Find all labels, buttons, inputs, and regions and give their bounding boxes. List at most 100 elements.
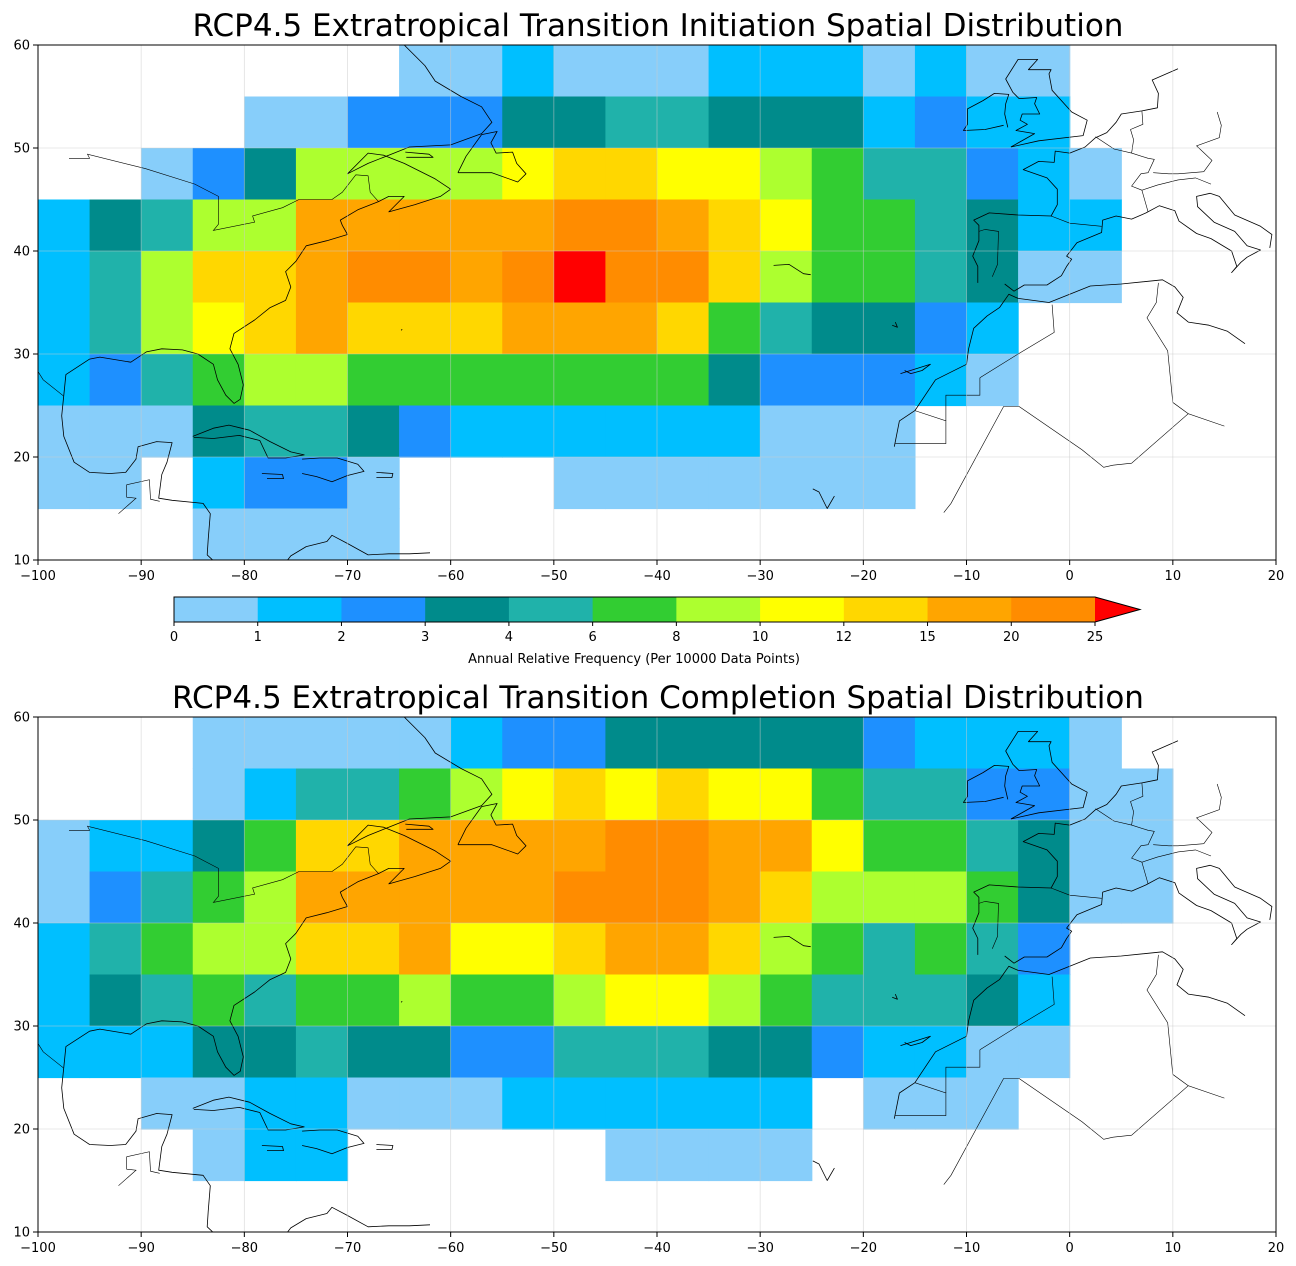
heatmap-cell [708,871,761,924]
heatmap-cell [1069,148,1122,201]
coastline [773,936,811,948]
heatmap-cell [450,45,503,98]
heatmap-cell [760,923,813,976]
heatmap-cell [605,1026,658,1079]
country-border [1018,1078,1225,1140]
country-border [978,229,999,277]
heatmap-cell [811,820,864,873]
heatmap-cell [760,148,813,201]
heatmap-cell [244,974,297,1027]
x-tick-label: −100 [20,569,56,584]
heatmap-cell [89,1026,142,1079]
heatmap-cell [295,1077,349,1130]
heatmap-cell [450,199,503,252]
heatmap-cell [38,405,91,458]
heatmap-cell [38,354,91,407]
heatmap-cell [1121,820,1174,873]
heatmap-cell [605,974,658,1027]
heatmap-cell [244,717,297,770]
heatmap-cell [760,1026,813,1079]
x-tick-label: −30 [746,1241,773,1256]
heatmap-cell [89,405,142,458]
heatmap-cell [347,405,400,458]
x-tick-label: −60 [437,1241,464,1256]
heatmap-cell [244,302,297,355]
heatmap-cell [657,302,710,355]
heatmap-cell [450,871,503,924]
country-border [943,1078,1020,1185]
heatmap-cell [914,302,968,355]
coastline [972,740,1179,955]
heatmap-cell [399,45,452,98]
heatmap-cell [760,717,813,770]
coastline [192,1096,305,1131]
heatmap-cell [450,717,503,770]
heatmap-cell [347,199,400,252]
heatmap-cell [450,302,503,355]
heatmap-cell [1018,820,1071,873]
heatmap-cell [450,1026,503,1079]
heatmap-cell [863,457,916,510]
heatmap-cell [811,768,864,821]
heatmap-cell [192,302,245,355]
heatmap-cell [863,820,916,873]
heatmap-cell [1018,923,1071,976]
heatmap-cell [708,1129,761,1182]
x-tick-label: −70 [334,569,361,584]
country-border [118,1151,160,1186]
country-border [69,825,379,903]
heatmap-cell [553,251,607,304]
heatmap-cell [708,457,761,510]
heatmap-cell [244,1129,297,1182]
initiation-map-panel: −100 −90 −80 −70 −60 −50 −40 −30 −20 −10 0 10 201020… [13,39,1284,585]
heatmap-cell [192,820,245,873]
heatmap-cell [811,1026,864,1079]
heatmap-cell [347,251,400,304]
heatmap-cell [914,96,968,149]
heatmap-cell [708,717,761,770]
heatmap-cell [244,199,297,252]
coastline [1005,731,1088,820]
heatmap-cell [141,302,194,355]
heatmap-cell [760,820,813,873]
country-border [1130,782,1144,826]
heatmap-cell [399,717,452,770]
x-tick-label: −90 [127,1241,154,1256]
heatmap-cell [811,96,864,149]
x-tick-label: −80 [231,1241,258,1256]
colorbar-segment [927,597,1012,622]
heatmap-cell [863,199,916,252]
y-tick-label: 40 [13,917,30,932]
heatmap-cell [966,354,1019,407]
heatmap-cell [1069,768,1122,821]
heatmap-cell [38,923,91,976]
heatmap-cell [553,354,607,407]
country-border [979,976,1055,1050]
heatmap-cell [863,96,916,149]
heatmap-cell [89,974,142,1027]
heatmap-cell [89,923,142,976]
country-border [895,410,947,444]
heatmap-cell [605,251,658,304]
heatmap-cell [863,768,916,821]
heatmap-cell [399,251,452,304]
heatmap-cell [89,820,142,873]
heatmap-cell [244,871,297,924]
colorbar-segment [676,597,761,622]
heatmap-cell [38,199,91,252]
colorbar-segment [174,597,259,622]
heatmap-cell [553,96,607,149]
heatmap-cell [657,1129,710,1182]
heatmap-cell [605,405,658,458]
coastline [972,68,1179,283]
heatmap-cell [141,1026,194,1079]
heatmap-cell [192,457,245,510]
heatmap-cell [295,405,349,458]
heatmap-cell [966,1026,1019,1079]
heatmap-cell [914,199,968,252]
heatmap-cell [450,148,503,201]
coastline [261,1145,284,1151]
heatmap-cell [708,1026,761,1079]
heatmap-cell [89,871,142,924]
heatmap-cell [760,199,813,252]
